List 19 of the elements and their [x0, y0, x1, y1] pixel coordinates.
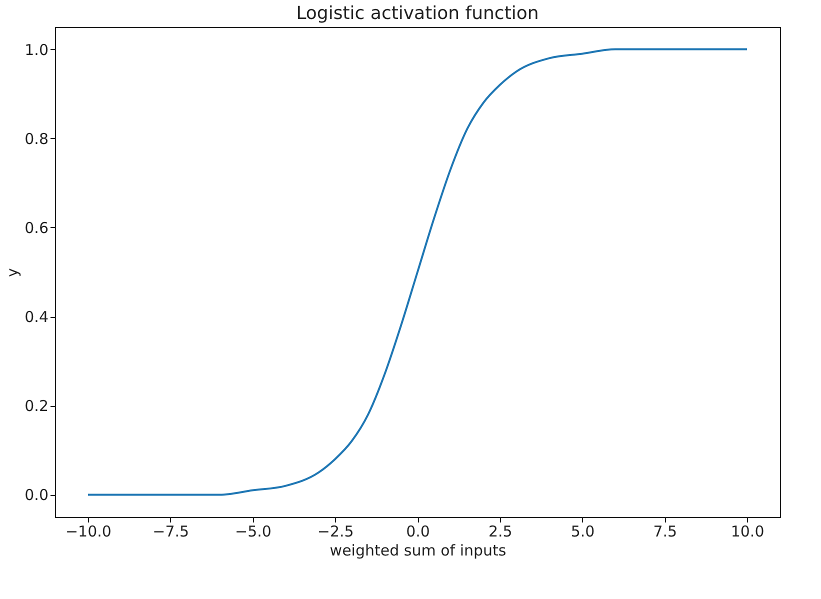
y-tick-label: 0.2: [24, 397, 48, 416]
y-tick-label: 0.4: [24, 308, 48, 326]
x-tick-label: −2.5: [317, 522, 354, 540]
y-tick-label: 0.6: [24, 218, 48, 237]
x-tick-label: −7.5: [152, 522, 190, 540]
x-tick-label: −5.0: [235, 522, 272, 540]
chart-title: Logistic activation function: [296, 3, 539, 24]
x-axis-title: weighted sum of inputs: [330, 542, 506, 560]
x-tick-label: 0.0: [406, 522, 430, 540]
y-tick-label: 0.8: [24, 130, 48, 148]
x-tick-label: −10.0: [65, 522, 112, 540]
y-axis-title: y: [4, 268, 22, 277]
line-series: [86, 48, 748, 496]
x-tick-label: 2.5: [488, 522, 512, 540]
x-tick-label: 7.5: [653, 522, 678, 540]
x-tick-label: 10.0: [730, 522, 764, 540]
y-tick-label: 0.0: [24, 486, 48, 504]
y-tick-label: 1.0: [24, 40, 48, 59]
x-tick-label: 5.0: [570, 522, 595, 540]
